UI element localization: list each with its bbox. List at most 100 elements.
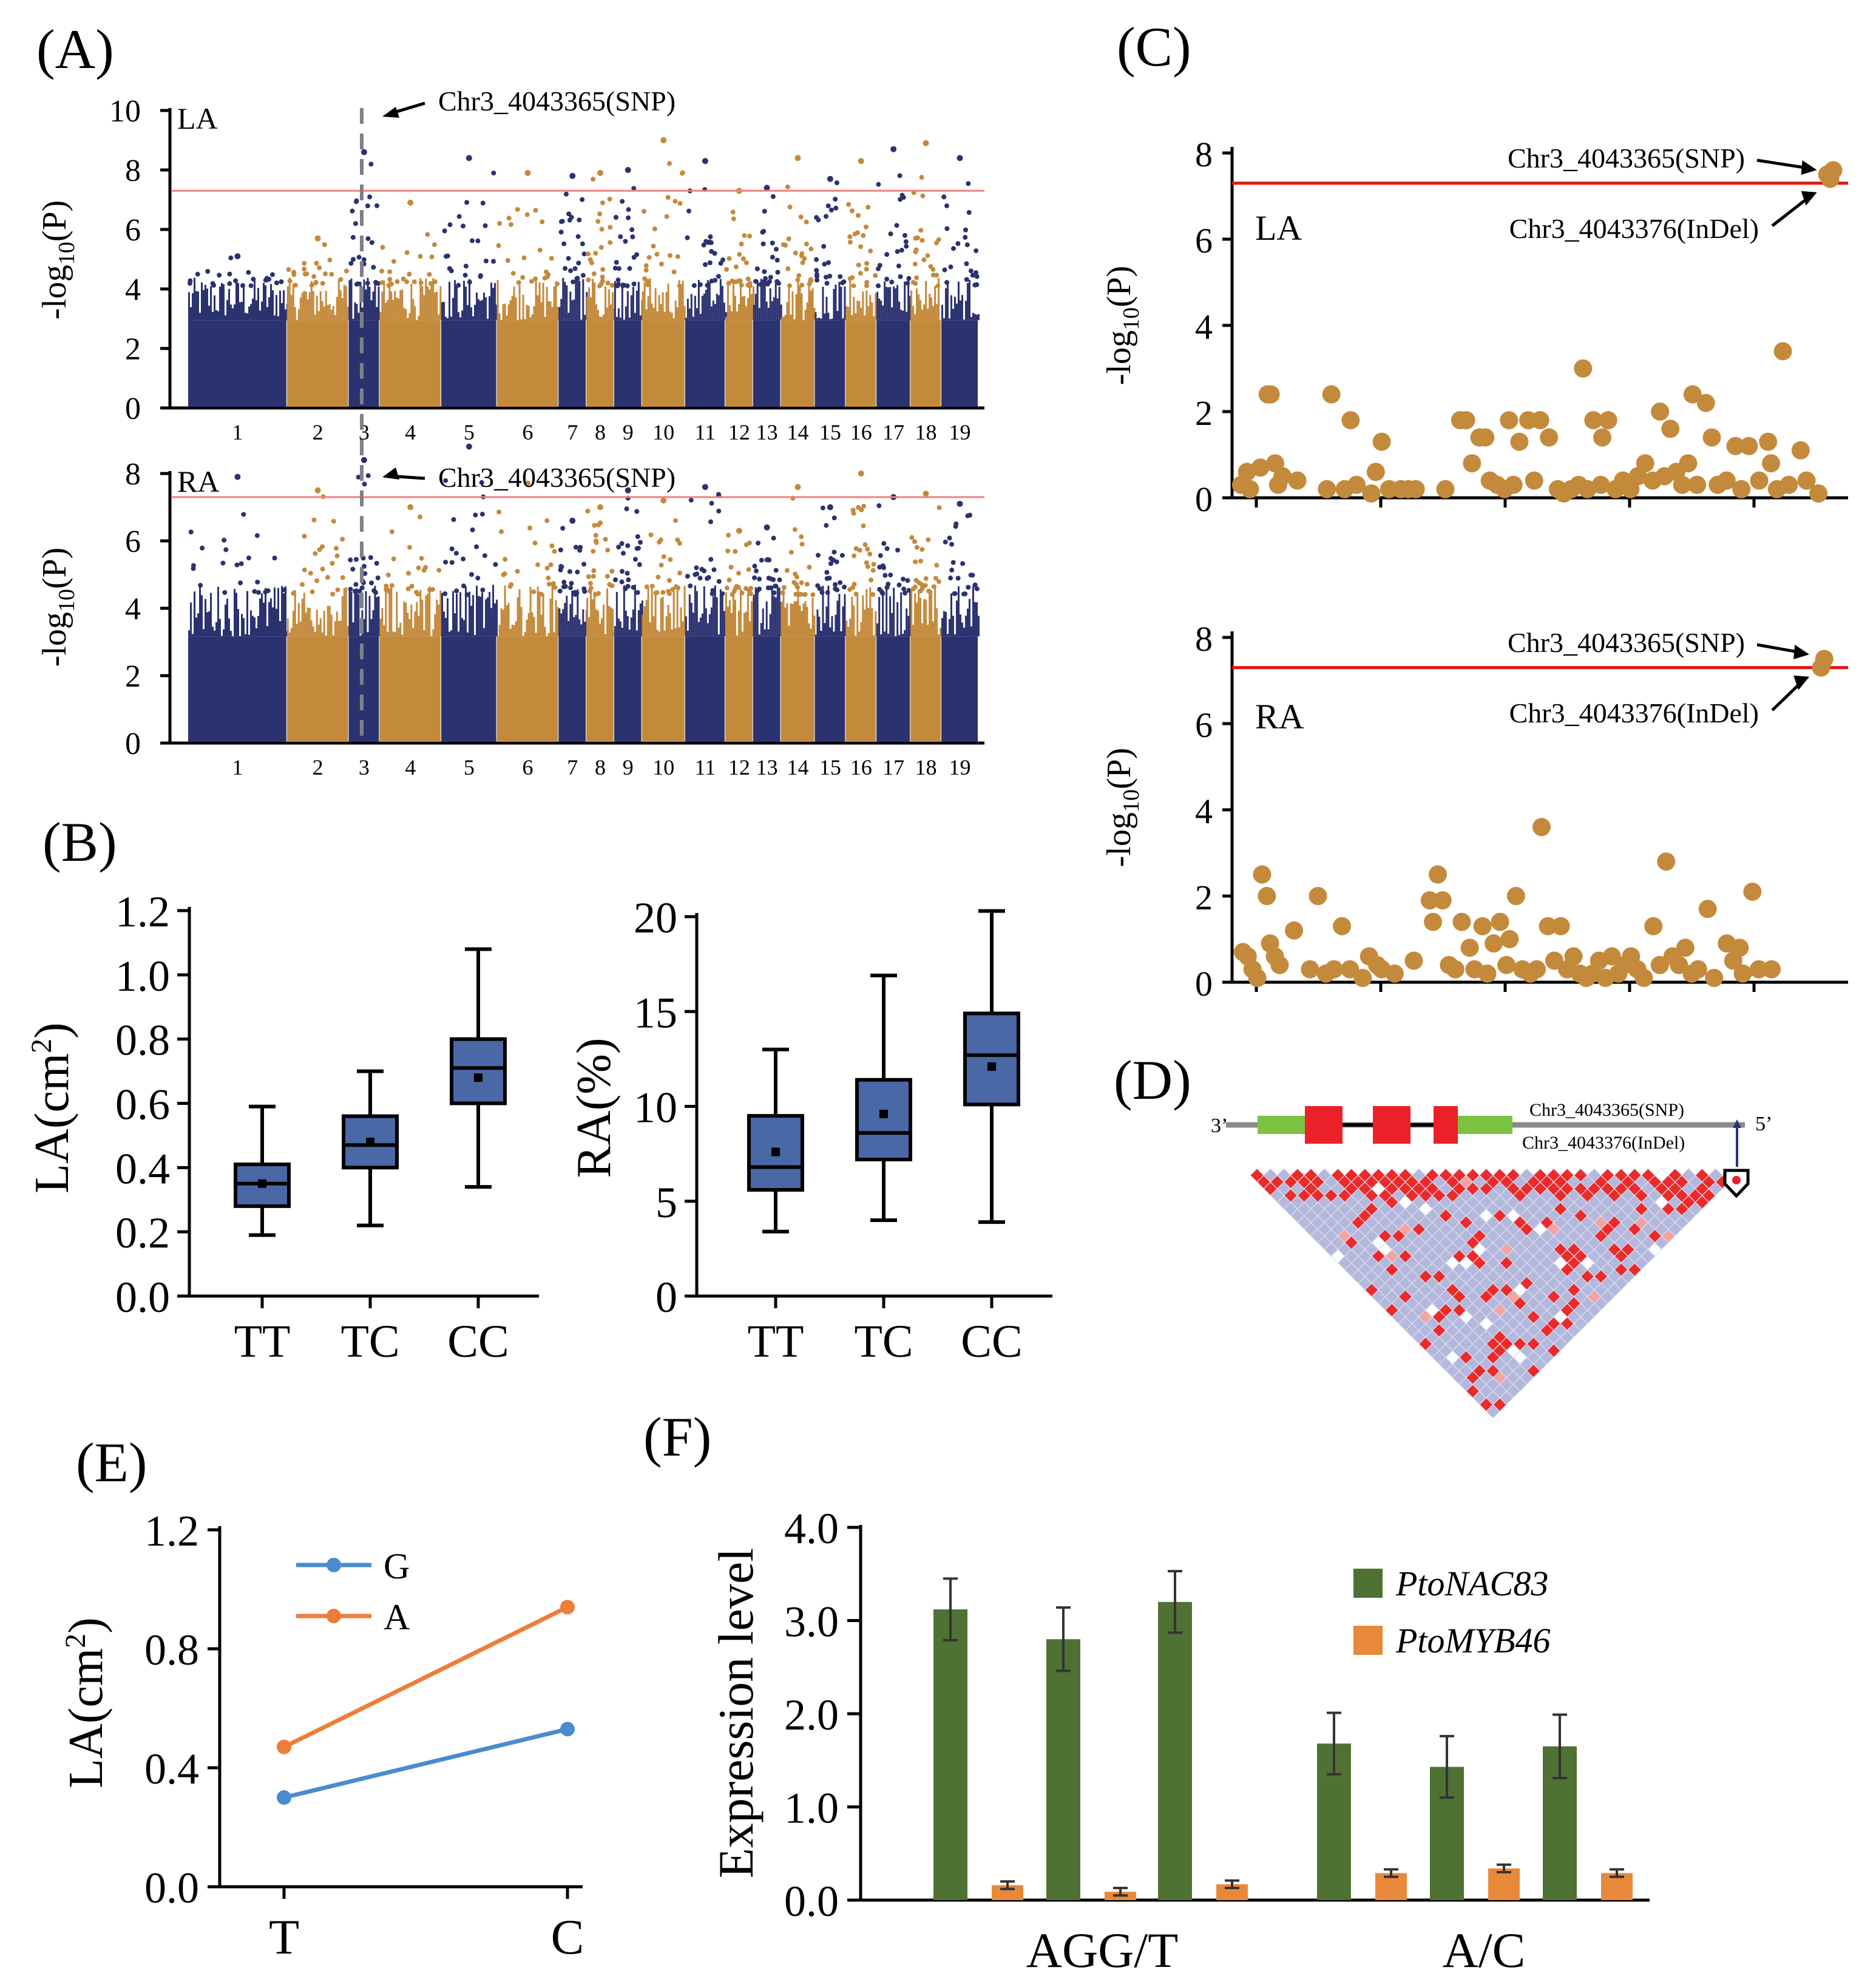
snp-point bbox=[559, 229, 564, 234]
snp-point bbox=[419, 556, 424, 561]
chromosome-signal bbox=[192, 634, 194, 636]
chromosome-signal bbox=[512, 296, 513, 320]
snp-point bbox=[791, 580, 796, 585]
snp-point bbox=[362, 481, 367, 486]
chromosome-signal bbox=[875, 293, 876, 321]
chromosome-signal bbox=[921, 623, 923, 637]
snp-point bbox=[953, 521, 958, 526]
chromosome-signal bbox=[797, 281, 799, 321]
snp-point bbox=[906, 578, 910, 583]
chromosome-signal bbox=[849, 619, 851, 636]
chromosome-signal bbox=[902, 311, 904, 320]
chromosome-signal bbox=[970, 317, 972, 320]
chromosome-block bbox=[586, 636, 614, 742]
chromosome-signal bbox=[302, 293, 303, 320]
chromosome-signal bbox=[812, 288, 814, 320]
chromosome-signal bbox=[277, 316, 279, 320]
snp-point bbox=[821, 506, 825, 511]
regional-point bbox=[1593, 429, 1611, 447]
chromosome-signal bbox=[285, 586, 286, 636]
chromosome-signal bbox=[743, 613, 745, 637]
chromosome-signal bbox=[314, 314, 316, 320]
snp-point bbox=[445, 254, 450, 259]
snp-point bbox=[824, 523, 828, 528]
snp-point bbox=[205, 269, 210, 274]
chromosome-signal bbox=[225, 316, 226, 321]
snp-point bbox=[826, 203, 831, 208]
snp-point bbox=[496, 243, 501, 248]
regional-y-tick-label: 6 bbox=[1195, 705, 1213, 745]
snp-point bbox=[635, 546, 640, 551]
regional-point bbox=[1792, 441, 1810, 460]
chromosome-label: 6 bbox=[522, 755, 533, 779]
box-y-tick-label: 1.0 bbox=[115, 952, 170, 1000]
chromosome-signal bbox=[860, 308, 862, 320]
snp-point bbox=[195, 272, 200, 277]
chromosome-signal bbox=[418, 616, 419, 636]
snp-point bbox=[724, 267, 729, 272]
chromosome-block bbox=[614, 636, 642, 742]
chromosome-signal bbox=[608, 606, 610, 636]
regional-point bbox=[1386, 965, 1404, 983]
snp-point bbox=[351, 235, 356, 240]
snp-point bbox=[876, 283, 881, 288]
chromosome-signal bbox=[569, 291, 571, 320]
chromosome-signal bbox=[803, 603, 805, 636]
chromosome-signal bbox=[734, 296, 736, 320]
chromosome-signal bbox=[376, 597, 378, 636]
regional-point bbox=[1436, 480, 1454, 498]
chromosome-signal bbox=[958, 282, 960, 320]
snp-point bbox=[615, 277, 620, 282]
snp-peak-point bbox=[794, 484, 801, 490]
chromosome-block bbox=[642, 320, 685, 407]
chromosome-signal bbox=[575, 615, 577, 636]
chromosome-signal bbox=[910, 290, 912, 320]
chromosome-signal bbox=[506, 316, 508, 321]
snp-point bbox=[586, 574, 591, 579]
chromosome-signal bbox=[965, 616, 967, 636]
regional-point bbox=[1367, 463, 1385, 481]
regional-point bbox=[1507, 887, 1525, 905]
snp-point bbox=[654, 590, 659, 595]
manhattan-y-tick-label: 2 bbox=[125, 332, 141, 367]
snp-point bbox=[567, 569, 572, 574]
snp-point bbox=[868, 248, 873, 253]
snp-point bbox=[708, 260, 713, 265]
snp-point bbox=[733, 549, 737, 554]
chromosome-signal bbox=[631, 295, 632, 320]
chromosome-signal bbox=[508, 304, 510, 320]
box-x-tick-label: CC bbox=[961, 1316, 1022, 1367]
snp-point bbox=[680, 170, 685, 175]
snp-point bbox=[825, 281, 830, 286]
snp-point bbox=[463, 273, 468, 277]
chromosome-signal bbox=[293, 611, 294, 636]
regional-point bbox=[1373, 433, 1391, 451]
chromosome-signal bbox=[421, 600, 423, 636]
chromosome-signal bbox=[887, 634, 889, 636]
regional-point bbox=[1525, 472, 1543, 490]
chromosome-label: 17 bbox=[882, 755, 904, 779]
snp-point bbox=[766, 585, 771, 590]
snp-point bbox=[956, 575, 961, 580]
chromosome-signal bbox=[703, 294, 705, 321]
chromosome-signal bbox=[914, 594, 916, 637]
snp-point bbox=[652, 226, 657, 231]
chromosome-signal bbox=[976, 602, 978, 636]
chromosome-signal bbox=[927, 625, 929, 636]
snp-point bbox=[662, 554, 666, 559]
chromosome-signal bbox=[777, 298, 779, 320]
snp-point bbox=[600, 274, 605, 279]
chromosome-signal bbox=[188, 292, 190, 320]
chromosome-signal bbox=[201, 595, 203, 636]
chromosome-signal bbox=[929, 592, 930, 636]
chromosome-signal bbox=[427, 287, 428, 321]
chromosome-signal bbox=[851, 597, 853, 636]
chromosome-signal bbox=[764, 282, 766, 320]
chromosome-signal bbox=[842, 318, 844, 320]
chromosome-signal bbox=[671, 313, 673, 320]
chromosome-signal bbox=[904, 630, 906, 636]
snp-point bbox=[659, 262, 664, 267]
annotation-arrowhead bbox=[382, 467, 399, 480]
snp-point bbox=[878, 553, 883, 558]
series-point-A bbox=[560, 1600, 575, 1614]
